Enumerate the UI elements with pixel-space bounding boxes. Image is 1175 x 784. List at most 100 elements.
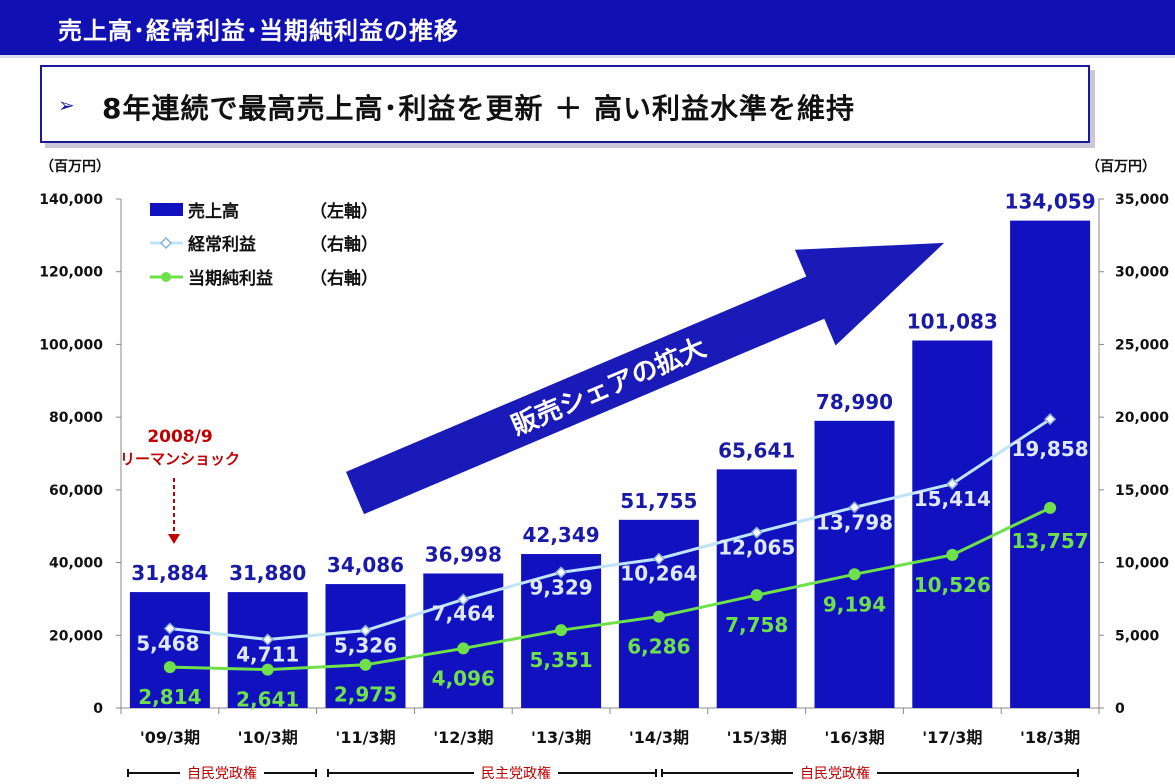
key-message-banner: ➢ 8年連続で最高売上高･利益を更新 ＋ 高い利益水準を維持 <box>40 65 1090 143</box>
era-label-bg <box>793 763 877 783</box>
net-income-label: 7,758 <box>725 613 788 637</box>
sales-value-label: 36,998 <box>425 542 502 566</box>
ordinary-profit-label: 10,264 <box>620 562 697 586</box>
x-category-label: '15/3期 <box>727 728 787 747</box>
ordinary-profit-marker <box>750 526 763 539</box>
ordinary-profit-marker <box>946 477 959 490</box>
sales-value-label: 51,755 <box>620 489 697 513</box>
ordinary-profit-marker <box>457 593 470 606</box>
right-tick-label: 25,000 <box>1115 337 1169 353</box>
ordinary-profit-label: 12,065 <box>718 536 795 560</box>
net-income-marker <box>946 548 959 561</box>
x-category-label: '16/3期 <box>824 728 884 747</box>
ordinary-profit-label: 5,326 <box>334 634 397 658</box>
key-message-text: 8年連続で最高売上高･利益を更新 ＋ 高い利益水準を維持 <box>102 92 855 125</box>
era-label: 民主党政権 <box>481 765 551 782</box>
right-tick-label: 0 <box>1115 701 1125 717</box>
left-tick-label: 120,000 <box>39 265 103 281</box>
legend-ordinary-swatch-marker <box>159 236 173 250</box>
sales-value-label: 34,086 <box>327 553 404 577</box>
net-income-label: 10,526 <box>914 573 991 597</box>
net-income-marker <box>652 610 665 623</box>
left-axis-unit: （百万円） <box>40 159 110 175</box>
net-income-marker <box>555 624 568 637</box>
legend-net-axis: （右軸） <box>310 268 378 289</box>
sales-value-label: 42,349 <box>523 523 600 547</box>
sales-bar <box>325 584 406 708</box>
ordinary-profit-label: 9,329 <box>529 575 592 599</box>
x-category-label: '11/3期 <box>335 728 395 747</box>
ordinary-profit-label: 19,858 <box>1012 437 1089 461</box>
ordinary-profit-label: 5,468 <box>136 631 199 655</box>
annotation-arrow-head <box>168 534 180 544</box>
era-label-bg <box>180 763 264 783</box>
ordinary-profit-marker <box>1044 413 1057 426</box>
legend-ordinary-axis: （右軸） <box>310 234 378 255</box>
x-category-label: '09/3期 <box>140 728 200 747</box>
arrow-shape <box>346 242 945 515</box>
net-income-label: 5,351 <box>529 648 592 672</box>
era-label: 自民党政権 <box>187 765 257 782</box>
sales-bar <box>129 592 210 708</box>
x-category-label: '18/3期 <box>1020 728 1080 747</box>
left-tick-label: 60,000 <box>49 483 103 499</box>
sales-value-label: 134,059 <box>1005 190 1096 214</box>
right-tick-label: 35,000 <box>1115 192 1169 208</box>
era-label-bg <box>474 763 558 783</box>
sales-bar <box>1010 220 1091 708</box>
ordinary-profit-label: 13,798 <box>816 510 893 534</box>
net-income-label: 2,814 <box>138 685 201 709</box>
legend-net-label: 当期純利益 <box>188 268 273 289</box>
left-tick-label: 140,000 <box>39 192 103 208</box>
sales-value-label: 31,884 <box>131 561 208 585</box>
net-income-marker <box>750 589 763 602</box>
net-income-label: 9,194 <box>823 592 886 616</box>
header-divider <box>0 55 1175 58</box>
sales-value-label: 101,083 <box>907 309 998 333</box>
net-income-label: 6,286 <box>627 635 690 659</box>
ordinary-profit-marker <box>848 501 861 514</box>
sales-value-label: 65,641 <box>718 438 795 462</box>
right-axis-unit: （百万円） <box>1086 159 1156 175</box>
left-tick-label: 20,000 <box>49 628 103 644</box>
ordinary-profit-marker <box>359 624 372 637</box>
x-category-label: '13/3期 <box>531 728 591 747</box>
net-income-marker <box>359 658 372 671</box>
annotation-year: 2008/9 <box>147 427 212 447</box>
sales-bar <box>814 420 895 708</box>
left-tick-label: 100,000 <box>39 337 103 353</box>
right-tick-label: 10,000 <box>1115 556 1169 572</box>
sales-value-label: 78,990 <box>816 390 893 414</box>
left-tick-label: 80,000 <box>49 410 103 426</box>
legend-ordinary-label: 経常利益 <box>188 234 256 255</box>
net-income-marker <box>163 661 176 674</box>
page-title: 売上高･経常利益･当期純利益の推移 <box>58 17 459 45</box>
left-tick-label: 0 <box>93 701 103 717</box>
legend-sales-swatch <box>150 203 183 216</box>
x-category-label: '17/3期 <box>922 728 982 747</box>
net-income-label: 4,096 <box>432 666 495 690</box>
net-income-marker <box>848 568 861 581</box>
ordinary-profit-label: 7,464 <box>432 601 495 625</box>
net-income-label: 2,641 <box>236 688 299 712</box>
net-income-label: 13,757 <box>1012 529 1089 553</box>
x-category-label: '12/3期 <box>433 728 493 747</box>
x-category-label: '14/3期 <box>629 728 689 747</box>
x-category-label: '10/3期 <box>238 728 298 747</box>
net-income-marker <box>457 642 470 655</box>
ordinary-profit-label: 4,711 <box>236 642 299 666</box>
ordinary-profit-label: 15,414 <box>914 487 991 511</box>
net-income-marker <box>1044 501 1057 514</box>
era-label: 自民党政権 <box>800 765 870 782</box>
arrow-label: 販売シェアの拡大 <box>507 333 710 442</box>
net-income-line <box>169 506 1051 672</box>
sales-bar <box>227 592 308 708</box>
legend-sales-axis: （左軸） <box>310 201 378 222</box>
bullet-arrow-icon: ➢ <box>58 93 75 117</box>
net-income-label: 2,975 <box>334 683 397 707</box>
sales-bar <box>912 340 993 708</box>
right-tick-label: 15,000 <box>1115 483 1169 499</box>
ordinary-profit-marker <box>555 566 568 579</box>
ordinary-profit-line <box>169 417 1051 641</box>
